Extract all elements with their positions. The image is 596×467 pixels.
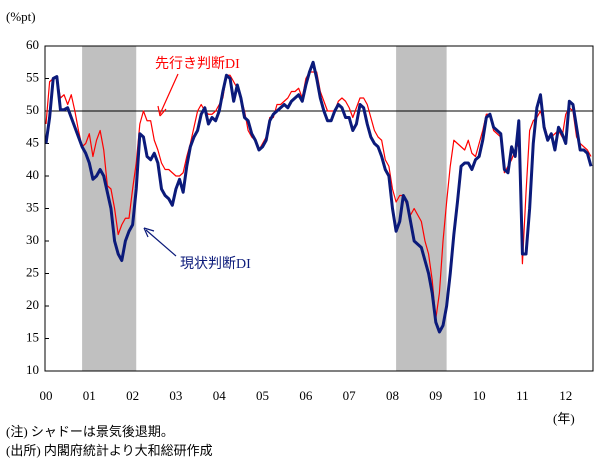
note: (注) シャドーは景気後退期。 xyxy=(6,424,174,439)
plot-frame xyxy=(44,45,594,372)
x-tick-label: 05 xyxy=(256,388,269,403)
x-tick-label: 09 xyxy=(429,388,442,403)
y-tick-label: 30 xyxy=(26,232,39,247)
y-tick-label: 25 xyxy=(26,264,39,279)
series-label: 現状判断DI xyxy=(180,256,251,272)
y-tick-label: 35 xyxy=(26,199,39,214)
y-tick-label: 50 xyxy=(26,102,39,117)
x-tick-label: 01 xyxy=(83,388,96,403)
x-tick-label: 11 xyxy=(516,388,529,403)
plot: 10 15 20 25 30 35 40 45 50 55 60 00 01 02 03 04 05 06 07 08… xyxy=(26,37,594,403)
y-tick-label: 40 xyxy=(26,167,39,182)
y-tick-label: 55 xyxy=(26,69,39,84)
series-label: 先行き判断DI xyxy=(155,56,240,72)
y-tick-label: 45 xyxy=(26,134,39,149)
note: (出所) 内閣府統計より大和総研作成 xyxy=(6,443,213,458)
y-tick-label: 60 xyxy=(26,37,39,52)
x-tick-label: 03 xyxy=(169,388,182,403)
y-tick-label: 10 xyxy=(26,362,39,377)
shaded-period xyxy=(82,46,137,371)
x-tick-label: 06 xyxy=(299,388,313,403)
x-tick-label: 08 xyxy=(386,388,399,403)
arrow-head xyxy=(143,227,155,238)
annotation-arrow xyxy=(145,229,177,257)
x-tick-label: 12 xyxy=(559,388,572,403)
x-tick-label: 07 xyxy=(343,388,357,403)
x-axis-label: (年) xyxy=(553,411,575,426)
y-tick-label: 20 xyxy=(26,297,39,312)
x-tick-label: 02 xyxy=(126,388,139,403)
shaded-period xyxy=(396,46,447,371)
x-tick-label: 10 xyxy=(473,388,486,403)
series-line xyxy=(44,60,593,334)
x-tick-label: 00 xyxy=(40,388,53,403)
arrow-head xyxy=(157,105,167,117)
x-tick-label: 04 xyxy=(213,388,227,403)
y-axis-label: (%pt) xyxy=(6,9,36,24)
annotation-arrow xyxy=(159,73,179,115)
y-tick-label: 15 xyxy=(26,329,39,344)
